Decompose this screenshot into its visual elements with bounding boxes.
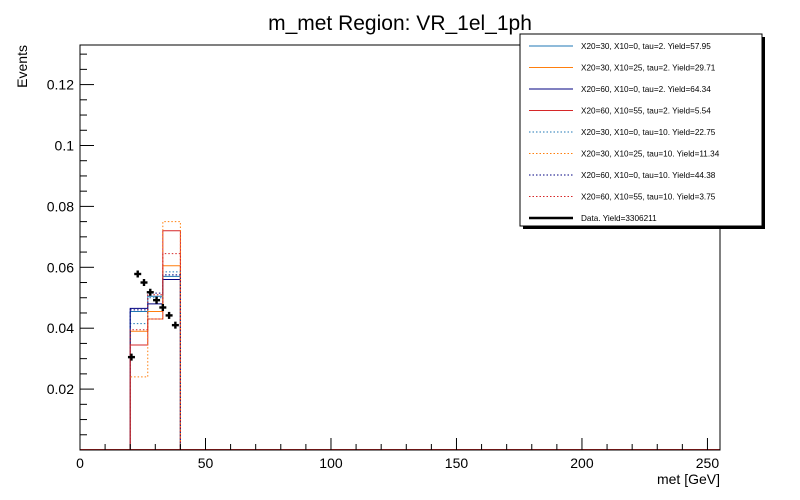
legend-label-5: X20=30, X10=0, tau=10. Yield=22.75: [581, 128, 716, 137]
x-tick-label: 50: [198, 455, 214, 471]
histogram-series-5: [129, 271, 181, 450]
x-tick-label: 250: [696, 455, 720, 471]
legend-label-7: X20=60, X10=0, tau=10. Yield=44.38: [581, 171, 716, 180]
axes-layer: 0 50 100 150 200 250 0.02 0.04 0.06 0.08 0.1 0.12: [47, 53, 720, 471]
data-point-1: [127, 353, 135, 361]
histogram-series-4: [129, 230, 181, 450]
x-tick-label: 0: [76, 455, 84, 471]
data-points-layer: [127, 270, 179, 361]
legend-label-2: X20=30, X10=25, tau=2. Yield=29.71: [581, 64, 716, 73]
data-point-6: [159, 303, 167, 311]
x-tick-label: 100: [319, 455, 343, 471]
data-point-7: [165, 311, 173, 319]
histogram-series-2: [129, 265, 181, 450]
data-point-4: [146, 288, 154, 296]
y-tick-label: 0.1: [55, 137, 75, 153]
x-axis-label: met [GeV]: [657, 471, 720, 487]
y-tick-label: 0.08: [47, 198, 74, 214]
legend-box: [519, 33, 763, 227]
y-tick-label: 0.12: [47, 77, 74, 93]
plot-frame: [79, 44, 721, 451]
data-point-8: [171, 321, 179, 329]
x-tick-label: 150: [445, 455, 469, 471]
legend-label-1: X20=30, X10=0, tau=2. Yield=57.95: [581, 42, 711, 51]
data-point-5: [153, 296, 161, 304]
data-point-2: [134, 270, 142, 278]
legend: X20=30, X10=0, tau=2. Yield=57.95 X20=30,…: [519, 33, 765, 229]
y-tick-label: 0.06: [47, 259, 74, 275]
legend-label-4: X20=60, X10=55, tau=2. Yield=5.54: [581, 107, 711, 116]
data-point-3: [140, 279, 148, 287]
y-tick-label: 0.04: [47, 320, 74, 336]
chart-title: m_met Region: VR_1el_1ph: [268, 12, 532, 35]
histogram-series-1: [129, 275, 181, 450]
legend-label-3: X20=60, X10=0, tau=2. Yield=64.34: [581, 85, 711, 94]
x-tick-label: 200: [570, 455, 594, 471]
legend-label-6: X20=30, X10=25, tau=10. Yield=11.34: [581, 150, 720, 159]
legend-label-8: X20=60, X10=55, tau=10. Yield=3.75: [581, 193, 716, 202]
legend-label-9: Data. Yield=3306211: [581, 214, 657, 223]
y-axis-label: Events: [14, 45, 30, 88]
histogram-series-8: [129, 253, 181, 450]
histogram-series-3: [129, 278, 181, 450]
y-tick-label: 0.02: [47, 381, 74, 397]
